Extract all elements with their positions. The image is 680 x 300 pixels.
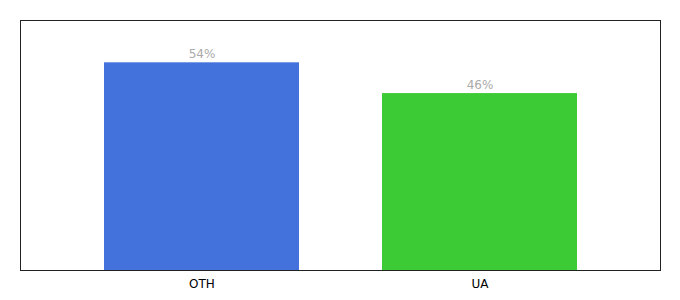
svg-text:46%: 46%	[467, 78, 494, 92]
svg-text:54%: 54%	[189, 47, 216, 61]
svg-text:UA: UA	[472, 277, 490, 291]
svg-text:OTH: OTH	[189, 277, 215, 291]
